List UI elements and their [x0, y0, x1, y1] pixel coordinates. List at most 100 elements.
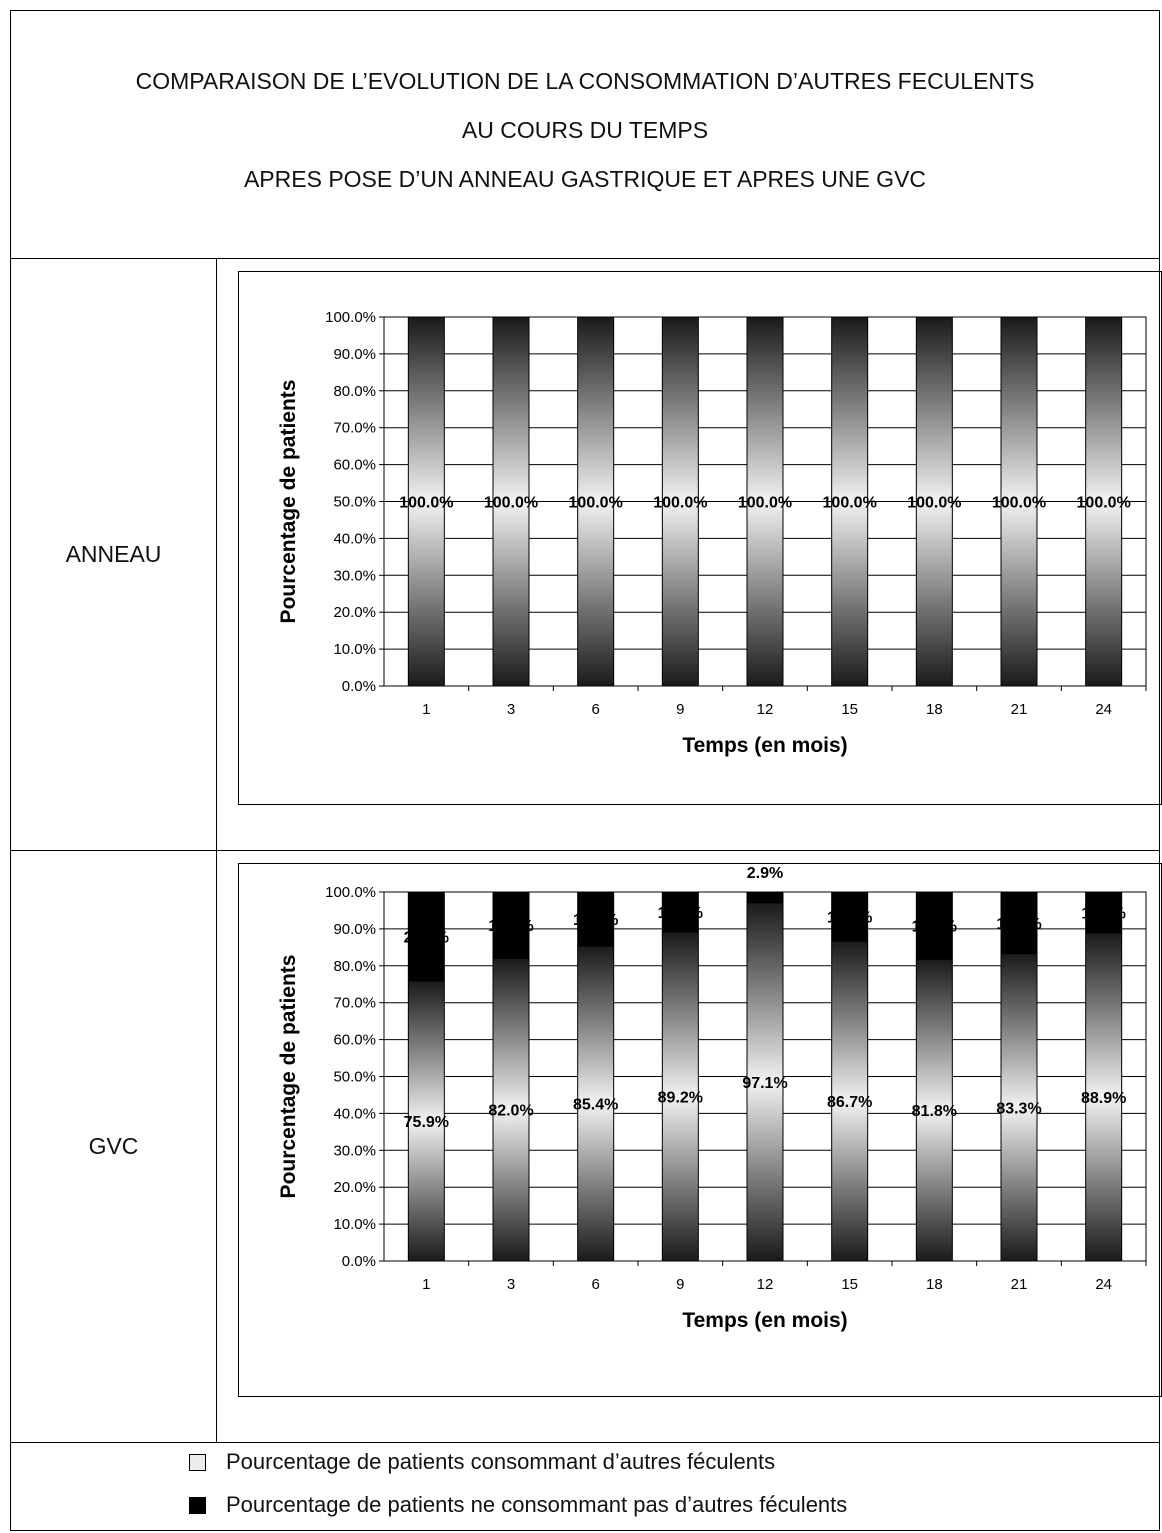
- bar-consommant: [577, 945, 615, 1262]
- bar-consommant: [492, 316, 530, 687]
- x-tick-label: 3: [507, 701, 515, 718]
- data-label-non-consommant: 2.9%: [747, 865, 783, 882]
- y-tick-label: 70.0%: [333, 995, 376, 1012]
- data-label-consommant: 100.0%: [484, 495, 538, 512]
- bar-consommant: [577, 316, 615, 687]
- y-tick-label: 10.0%: [333, 1216, 376, 1233]
- data-label-consommant: 100.0%: [1077, 495, 1131, 512]
- data-label-non-consommant: 24.1%: [404, 929, 449, 946]
- bar-consommant: [831, 316, 869, 687]
- data-label-non-consommant: 16.7%: [996, 916, 1041, 933]
- data-label-consommant: 100.0%: [569, 495, 623, 512]
- data-label-consommant: 75.9%: [404, 1114, 449, 1131]
- bar-consommant: [1000, 953, 1038, 1262]
- x-tick-label: 1: [422, 1276, 430, 1293]
- data-label-consommant: 82.0%: [488, 1103, 533, 1120]
- x-tick-label: 6: [591, 1276, 599, 1293]
- x-tick-label: 6: [591, 701, 599, 718]
- data-label-consommant: 100.0%: [823, 495, 877, 512]
- y-tick-label: 90.0%: [333, 921, 376, 938]
- bar-non-consommant: [831, 891, 869, 942]
- bar-consommant: [1085, 316, 1123, 687]
- x-tick-label: 1: [422, 701, 430, 718]
- data-label-consommant: 86.7%: [827, 1094, 872, 1111]
- data-label-consommant: 85.4%: [573, 1096, 618, 1113]
- data-label-non-consommant: 10.8%: [658, 905, 703, 922]
- legend: Pourcentage de patients consommant d’aut…: [11, 1443, 1159, 1532]
- legend-swatch-dark: [189, 1496, 206, 1514]
- bar-consommant: [915, 316, 953, 687]
- x-tick-label: 15: [841, 701, 858, 718]
- legend-swatch-light: [189, 1453, 206, 1471]
- y-tick-label: 70.0%: [333, 420, 376, 437]
- data-label-non-consommant: 18.0%: [488, 918, 533, 935]
- data-label-non-consommant: 18.2%: [912, 919, 957, 936]
- legend-item-consommant: Pourcentage de patients consommant d’aut…: [189, 1449, 775, 1475]
- data-label-consommant: 88.9%: [1081, 1090, 1126, 1107]
- bar-consommant: [1000, 316, 1038, 687]
- y-tick-label: 20.0%: [333, 1179, 376, 1196]
- bar-consommant: [661, 931, 699, 1262]
- bar-non-consommant: [407, 891, 445, 982]
- y-tick-label: 30.0%: [333, 1142, 376, 1159]
- x-tick-label: 9: [676, 1276, 684, 1293]
- chart-gvc-box: 0.0% 10.0% 20.0% 30.0% 40.0% 50.0% 60.0% 70.0% 8…: [238, 863, 1162, 1397]
- legend-item-non-consommant: Pourcentage de patients ne consommant pa…: [189, 1492, 847, 1518]
- bar-non-consommant: [1085, 891, 1123, 934]
- y-tick-label: 50.0%: [333, 1069, 376, 1086]
- bar-non-consommant: [492, 891, 530, 959]
- chart-anneau: 0.0% 10.0% 20.0% 30.0% 40.0% 50.0% 60.0% 70.0% 8…: [277, 309, 1147, 757]
- y-tick-label: 30.0%: [333, 567, 376, 584]
- x-tick-label: 12: [757, 701, 774, 718]
- chart-gvc: 0.0% 10.0% 20.0% 30.0% 40.0% 50.0% 60.0% 70.0% 8…: [277, 865, 1147, 1332]
- y-tick-label: 10.0%: [333, 641, 376, 658]
- y-tick-label: 60.0%: [333, 1032, 376, 1049]
- bar-consommant: [1085, 932, 1123, 1262]
- title-line-3: APRES POSE D’UN ANNEAU GASTRIQUE ET APRE…: [243, 166, 927, 192]
- x-tick-label: 24: [1095, 701, 1112, 718]
- x-tick-label: 3: [507, 1276, 515, 1293]
- y-axis-title: Pourcentage de patients: [277, 380, 300, 624]
- bar-consommant: [915, 958, 953, 1262]
- row-anneau: ANNEAU 0.0% 10.0% 20.0% 30.0% 40.0% 50.0% 60.0…: [11, 259, 1162, 851]
- x-tick-label: 21: [1011, 1276, 1028, 1293]
- bar-non-consommant: [577, 891, 615, 947]
- bar-consommant: [407, 980, 445, 1262]
- x-axis-title: Temps (en mois): [682, 1309, 847, 1332]
- chart-anneau-box: 0.0% 10.0% 20.0% 30.0% 40.0% 50.0% 60.0% 70.0% 8…: [238, 271, 1162, 805]
- x-tick-label: 15: [841, 1276, 858, 1293]
- data-label-non-consommant: 13.3%: [827, 910, 872, 927]
- x-axis-title: Temps (en mois): [682, 734, 847, 757]
- x-tick-label: 12: [757, 1276, 774, 1293]
- data-label-consommant: 100.0%: [399, 495, 453, 512]
- bar-consommant: [746, 316, 784, 687]
- x-tick-label: 21: [1011, 701, 1028, 718]
- row-gvc: GVC 0.0% 10.0% 20.0% 30.0% 40.0% 50.0% 60.0% 70…: [11, 851, 1162, 1443]
- y-tick-label: 100.0%: [325, 309, 376, 326]
- title-line-1: COMPARAISON DE L’EVOLUTION DE LA CONSOMM…: [135, 68, 1035, 94]
- y-axis-title: Pourcentage de patients: [277, 955, 300, 1199]
- data-label-consommant: 100.0%: [653, 495, 707, 512]
- data-label-consommant: 83.3%: [996, 1100, 1041, 1117]
- y-tick-label: 40.0%: [333, 1105, 376, 1122]
- data-label-consommant: 100.0%: [907, 495, 961, 512]
- x-tick-label: 18: [926, 1276, 943, 1293]
- y-tick-label: 40.0%: [333, 530, 376, 547]
- bar-non-consommant: [661, 891, 699, 933]
- x-tick-label: 9: [676, 701, 684, 718]
- data-label-non-consommant: 14.6%: [573, 912, 618, 929]
- y-tick-label: 60.0%: [333, 457, 376, 474]
- y-tick-label: 100.0%: [325, 884, 376, 901]
- bar-non-consommant: [746, 891, 784, 904]
- row-label-anneau: ANNEAU: [11, 259, 217, 850]
- y-tick-label: 0.0%: [342, 678, 376, 695]
- bar-consommant: [492, 957, 530, 1262]
- y-tick-label: 0.0%: [342, 1253, 376, 1270]
- x-tick-label: 18: [926, 701, 943, 718]
- data-label-consommant: 100.0%: [738, 495, 792, 512]
- data-label-non-consommant: 11.1%: [1081, 905, 1125, 922]
- y-tick-label: 80.0%: [333, 958, 376, 975]
- bar-non-consommant: [915, 891, 953, 960]
- figure-title: COMPARAISON DE L’EVOLUTION DE LA CONSOMM…: [11, 11, 1159, 259]
- x-tick-label: 24: [1095, 1276, 1112, 1293]
